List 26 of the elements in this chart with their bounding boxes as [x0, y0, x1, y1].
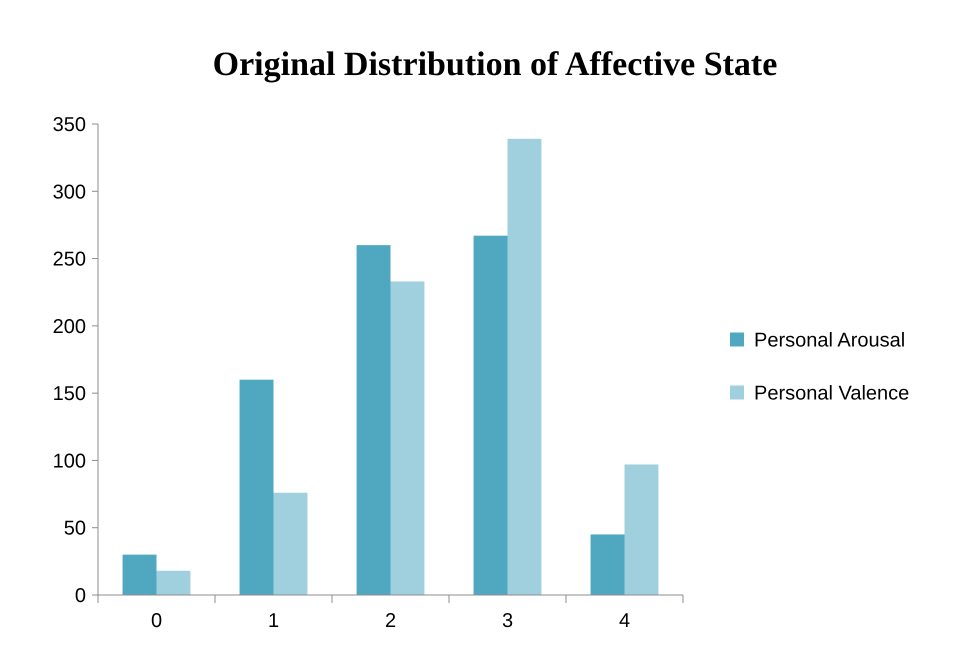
y-tick-label: 100	[52, 450, 86, 472]
y-tick-label: 0	[74, 585, 86, 607]
x-tick-label: 3	[502, 610, 514, 632]
x-tick-label: 0	[150, 610, 162, 632]
bar	[624, 464, 658, 595]
x-tick-label: 2	[384, 610, 396, 632]
bar	[590, 534, 624, 595]
x-tick-label: 4	[618, 610, 630, 632]
bar	[156, 570, 190, 595]
y-tick-label: 300	[52, 181, 86, 204]
bar	[508, 138, 542, 595]
y-tick-label: 350	[52, 114, 86, 136]
bar	[474, 236, 508, 595]
y-tick-label: 200	[52, 316, 86, 338]
chart-title: Original Distribution of Affective State	[212, 46, 778, 83]
bar	[122, 554, 156, 595]
y-tick-label: 150	[52, 383, 86, 406]
bar	[240, 380, 274, 595]
y-tick-label: 50	[64, 518, 86, 540]
y-tick-label: 250	[52, 248, 86, 271]
bar	[356, 245, 390, 595]
bar	[390, 281, 424, 595]
x-tick-label: 1	[268, 610, 280, 632]
legend-label: Personal Arousal	[754, 330, 906, 352]
bar	[274, 492, 308, 595]
legend-label: Personal Valence	[754, 382, 910, 404]
